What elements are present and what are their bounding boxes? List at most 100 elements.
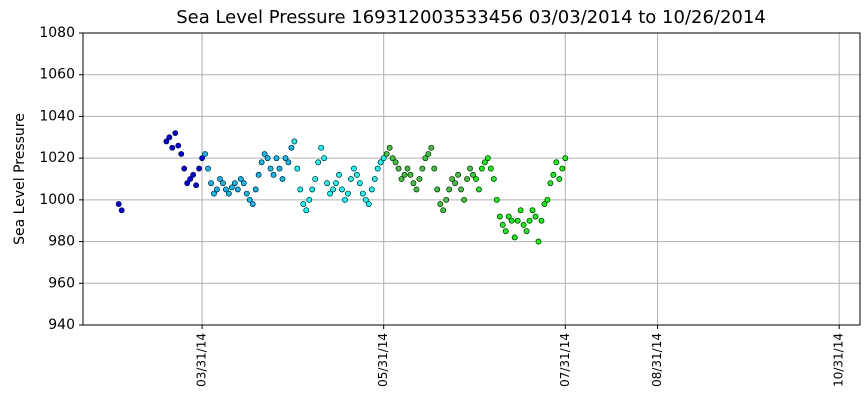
data-point bbox=[514, 217, 521, 224]
y-axis-label: Sea Level Pressure bbox=[12, 113, 28, 245]
y-tick-label: 1040 bbox=[39, 108, 75, 124]
data-point bbox=[181, 165, 188, 172]
data-point bbox=[291, 138, 298, 145]
data-point bbox=[225, 190, 232, 197]
data-point bbox=[368, 186, 375, 193]
data-point bbox=[535, 238, 542, 245]
data-point bbox=[380, 155, 387, 162]
data-point bbox=[562, 155, 569, 162]
data-point bbox=[553, 159, 560, 166]
data-point bbox=[118, 207, 125, 214]
data-point bbox=[222, 186, 229, 193]
plot-frame bbox=[82, 32, 861, 326]
data-point bbox=[255, 171, 262, 178]
data-point bbox=[166, 134, 173, 141]
data-point bbox=[270, 171, 277, 178]
data-point bbox=[419, 165, 426, 172]
data-point bbox=[481, 159, 488, 166]
data-point bbox=[449, 176, 456, 182]
data-point bbox=[496, 213, 503, 220]
data-point bbox=[190, 171, 197, 178]
data-point bbox=[458, 186, 464, 193]
data-point bbox=[428, 144, 435, 151]
data-point bbox=[279, 176, 286, 182]
data-point bbox=[353, 171, 360, 178]
data-point bbox=[252, 186, 259, 193]
x-tick-label: 07/31/14 bbox=[558, 333, 572, 387]
data-point bbox=[392, 159, 399, 166]
data-point bbox=[526, 217, 533, 224]
data-point bbox=[240, 180, 247, 187]
data-point bbox=[303, 207, 310, 214]
data-point bbox=[172, 130, 179, 137]
data-point bbox=[318, 144, 325, 151]
data-point bbox=[115, 201, 122, 207]
data-point bbox=[211, 190, 217, 197]
data-point bbox=[529, 207, 536, 214]
data-point bbox=[231, 180, 238, 187]
data-point bbox=[464, 176, 470, 182]
data-point bbox=[243, 190, 250, 197]
data-point bbox=[267, 165, 274, 172]
data-point bbox=[202, 151, 208, 157]
data-point bbox=[237, 176, 244, 182]
data-point bbox=[205, 165, 211, 172]
data-point bbox=[327, 190, 333, 197]
data-point bbox=[544, 196, 551, 203]
data-point bbox=[282, 155, 289, 162]
data-point bbox=[431, 165, 438, 172]
data-point bbox=[434, 186, 441, 193]
data-point bbox=[404, 165, 411, 172]
data-point bbox=[297, 186, 304, 193]
data-point bbox=[505, 213, 512, 220]
y-tick-label: 1060 bbox=[39, 67, 75, 83]
data-point bbox=[508, 217, 515, 224]
data-point bbox=[386, 144, 393, 151]
data-point bbox=[422, 155, 429, 162]
data-point bbox=[487, 165, 494, 172]
data-point bbox=[261, 151, 268, 157]
data-point bbox=[413, 186, 420, 193]
data-point bbox=[473, 176, 479, 182]
y-tick-label: 1020 bbox=[39, 150, 75, 166]
data-point bbox=[312, 176, 319, 182]
data-point bbox=[184, 180, 191, 187]
data-point bbox=[208, 180, 214, 187]
data-point bbox=[365, 201, 372, 207]
data-point bbox=[416, 176, 423, 182]
data-point bbox=[440, 207, 447, 214]
data-point bbox=[550, 171, 557, 178]
data-point bbox=[309, 186, 316, 193]
plot-area bbox=[115, 130, 569, 245]
data-point bbox=[476, 186, 482, 193]
data-point bbox=[493, 196, 500, 203]
y-tick-label: 960 bbox=[48, 275, 75, 291]
y-tick-label: 1000 bbox=[39, 192, 75, 208]
data-point bbox=[541, 201, 548, 207]
data-point bbox=[196, 165, 203, 172]
data-point bbox=[220, 180, 226, 187]
data-point bbox=[217, 176, 223, 182]
chart-title: Sea Level Pressure 169312003533456 03/03… bbox=[176, 7, 766, 28]
data-point bbox=[264, 155, 271, 162]
data-point bbox=[300, 201, 307, 207]
data-point bbox=[511, 234, 518, 241]
data-point bbox=[273, 155, 280, 162]
data-point bbox=[479, 165, 485, 172]
data-point bbox=[532, 213, 539, 220]
data-point bbox=[214, 186, 220, 193]
data-point bbox=[336, 171, 342, 178]
x-tick-label: 08/31/14 bbox=[650, 333, 664, 387]
data-point bbox=[395, 165, 402, 172]
data-point bbox=[324, 180, 331, 187]
data-point bbox=[398, 176, 405, 182]
data-point bbox=[425, 151, 432, 157]
data-point bbox=[401, 171, 408, 178]
data-point bbox=[342, 196, 348, 203]
data-point bbox=[178, 151, 185, 157]
data-point bbox=[163, 138, 170, 145]
data-point bbox=[538, 217, 545, 224]
data-point bbox=[383, 151, 390, 157]
data-point bbox=[258, 159, 265, 166]
